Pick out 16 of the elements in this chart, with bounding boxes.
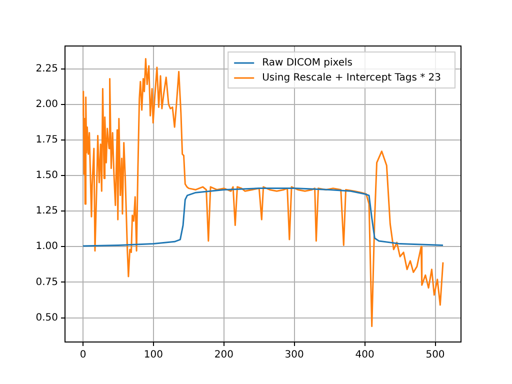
x-tick-label: 400: [355, 350, 374, 361]
legend-label: Raw DICOM pixels: [262, 58, 353, 69]
y-tick-label: 2.00: [36, 98, 58, 110]
x-tick-label: 0: [80, 350, 86, 361]
y-tick-label: 1.00: [36, 241, 58, 252]
x-tick-label: 100: [144, 350, 163, 361]
x-tick-label: 200: [214, 350, 234, 361]
x-tick-label: 500: [426, 350, 445, 361]
y-tick-label: 2.25: [36, 63, 58, 74]
y-tick-label: 0.50: [36, 312, 58, 324]
y-tick-label: 1.25: [36, 206, 58, 217]
y-tick-label: 0.75: [36, 276, 58, 288]
x-tick-label: 300: [284, 350, 304, 361]
y-tick-label: 1.50: [36, 170, 58, 182]
legend-label: Using Rescale + Intercept Tags * 23: [262, 72, 442, 84]
y-tick-label: 1.75: [36, 134, 58, 146]
